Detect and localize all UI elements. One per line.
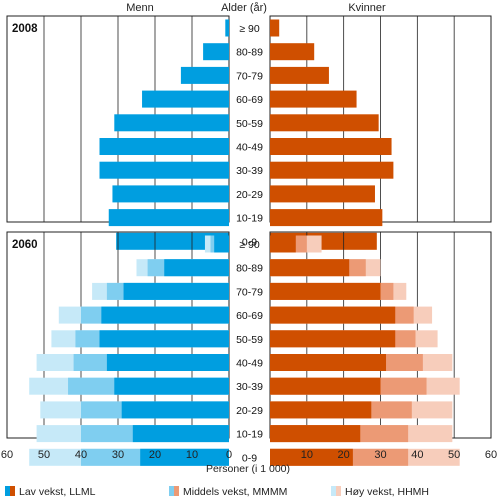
men-bar-low <box>99 138 229 155</box>
legend-item: Middels vekst, MMMM <box>169 486 287 498</box>
women-bar-low <box>270 209 383 227</box>
x-tick-label: 10 <box>301 449 313 461</box>
x-tick-label: 40 <box>411 449 423 461</box>
x-tick-label: 40 <box>75 449 87 461</box>
legend-label: Middels vekst, MMMM <box>183 486 287 498</box>
legend-item: Lav vekst, LLML <box>5 486 96 498</box>
panel-year-label: 2060 <box>12 239 38 251</box>
men-bar-low <box>203 43 229 61</box>
men-bar-low <box>106 354 229 371</box>
age-category-label: ≥ 90 <box>239 23 260 35</box>
men-bar-low <box>180 66 229 84</box>
age-category-label: 40-49 <box>236 358 263 370</box>
women-bar-low <box>270 401 372 419</box>
men-bar-low <box>123 282 229 300</box>
panel-2060: 2060 ≥ 90 80-89 70-79 60-69 50-59 40-49 30-39 20… <box>6 231 492 466</box>
women-bar-low <box>270 425 361 443</box>
age-category-label: 50-59 <box>236 334 263 346</box>
x-tick-label: 0 <box>226 449 232 461</box>
men-bar-low <box>101 306 229 324</box>
women-bar-low <box>270 138 392 155</box>
age-category-label: 60-69 <box>236 94 263 106</box>
men-bar-low <box>112 185 229 203</box>
x-tick-label: 10 <box>186 449 198 461</box>
legend-item: Høy vekst, HHMH <box>331 486 429 498</box>
men-bar-low <box>140 448 229 466</box>
age-category-label: 30-39 <box>236 165 263 177</box>
age-category-label: 60-69 <box>236 310 263 322</box>
women-bar-low <box>270 330 396 348</box>
x-tick-label: 60 <box>1 449 13 461</box>
men-bar-low <box>99 161 229 179</box>
age-category-label: 30-39 <box>236 381 263 393</box>
x-tick-label: 50 <box>448 449 460 461</box>
age-category-label: 40-49 <box>236 142 263 154</box>
x-axis-label: Personer (i 1 000) <box>206 463 290 475</box>
men-bar-low <box>121 401 229 419</box>
x-tick-label: 20 <box>149 449 161 461</box>
women-bar-low <box>270 66 329 84</box>
age-category-label: 70-79 <box>236 70 263 82</box>
legend: Lav vekst, LLML Middels vekst, MMMM Høy ve… <box>5 486 429 498</box>
age-category-label: 20-29 <box>236 405 263 417</box>
x-tick-label: 60 <box>485 449 497 461</box>
age-category-label: ≥ 90 <box>239 239 260 251</box>
column-headers: Menn Alder (år) Kvinner <box>126 2 386 14</box>
x-tick-label: 20 <box>338 449 350 461</box>
women-bar-low <box>270 185 375 203</box>
women-bar-low <box>270 306 396 324</box>
legend-label: Høy vekst, HHMH <box>345 486 429 498</box>
age-category-label: 10-19 <box>236 429 263 441</box>
age-category-label: 50-59 <box>236 118 263 130</box>
men-bar-low <box>142 90 229 108</box>
men-bar-low <box>164 259 229 277</box>
legend-swatch-women <box>336 486 341 496</box>
age-category-label: 0-9 <box>242 452 257 464</box>
women-column-label: Kvinner <box>348 2 386 14</box>
women-bar-low <box>270 377 381 395</box>
women-bar-low <box>270 161 394 179</box>
panel-year-label: 2008 <box>12 23 38 35</box>
women-bar-low <box>270 448 353 466</box>
x-axis: 60 50 40 30 20 10 0 10 20 30 40 50 60 <box>1 449 497 461</box>
legend-swatch-men <box>5 486 10 496</box>
men-bar-low <box>116 232 229 250</box>
women-bar-low <box>270 282 381 300</box>
women-bar-low <box>270 354 387 371</box>
age-category-label: 0-9 <box>242 236 257 248</box>
men-bar-low <box>114 114 229 132</box>
men-bar-low <box>108 209 229 227</box>
age-column-label: Alder (år) <box>221 2 267 14</box>
men-bar-low <box>214 235 229 253</box>
women-bar-low <box>270 235 296 253</box>
chart-panels: 2008 ≥ 9080-8970-7960-6950-5940-4930-3920… <box>6 15 492 466</box>
legend-swatch-women <box>10 486 15 496</box>
legend-swatch-men <box>331 486 336 496</box>
age-category-label: 10-19 <box>236 213 263 225</box>
men-bar-low <box>132 425 229 443</box>
x-tick-label: 50 <box>38 449 50 461</box>
women-bar-low <box>270 114 379 132</box>
x-tick-label: 30 <box>112 449 124 461</box>
men-column-label: Menn <box>126 2 154 14</box>
x-tick-label: 30 <box>374 449 386 461</box>
age-category-label: 80-89 <box>236 263 263 275</box>
legend-swatch-women <box>174 486 179 496</box>
age-category-label: 70-79 <box>236 286 263 298</box>
women-bar-low <box>270 43 315 61</box>
men-bar-low <box>99 330 229 348</box>
legend-label: Lav vekst, LLML <box>19 486 96 498</box>
women-bar-low <box>270 259 350 277</box>
women-bar-low <box>270 90 357 108</box>
women-bar-low <box>270 19 280 37</box>
age-category-label: 20-29 <box>236 189 263 201</box>
panel-2008: 2008 ≥ 90 80-89 70-79 60-69 50-59 40-49 30-39 20… <box>6 15 492 250</box>
men-bar-low <box>225 19 229 37</box>
men-bar-low <box>114 377 229 395</box>
age-category-label: 80-89 <box>236 47 263 59</box>
legend-swatch-men <box>169 486 174 496</box>
